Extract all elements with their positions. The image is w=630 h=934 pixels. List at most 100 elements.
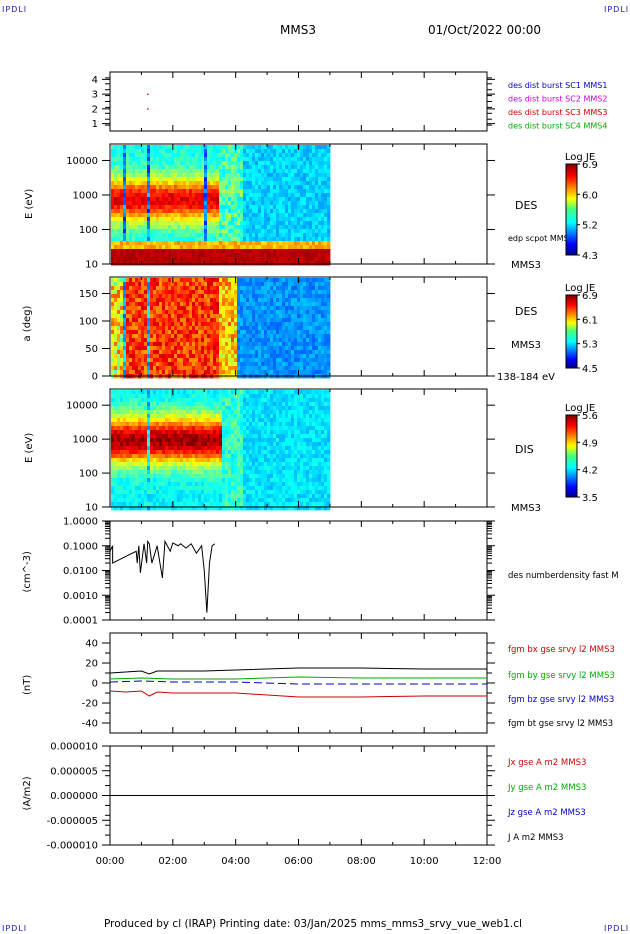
des-energy-ytick-label: 1000 (73, 190, 98, 201)
burst-ytick-label: 2 (92, 104, 98, 115)
corner-tag-bottom-left: IPDLI (2, 924, 28, 933)
dis-energy-spectrogram (111, 390, 331, 511)
current-legend-label: Jz gse A m2 MMS3 (507, 808, 586, 818)
des-pitch-colorbar-tick-label: 6.9 (582, 291, 598, 302)
bfield-series-line (109, 676, 487, 680)
des-energy-spectrogram (111, 145, 331, 266)
current-ytick-label: -0.000005 (47, 816, 98, 827)
burst-legend-label: des dist burst SC2 MMS2 (508, 95, 607, 104)
des-pitch-colorbar (565, 294, 578, 369)
current-legend-label: J A m2 MMS3 (507, 833, 564, 843)
current-ytick-label: 0.000000 (50, 791, 98, 802)
des-pitch-species-label: DES (515, 305, 537, 318)
des-energy-colorbar-tick-label: 6.0 (582, 190, 598, 201)
datetime-title: 01/Oct/2022 00:00 (428, 23, 542, 37)
dis-energy-colorbar-tick-label: 3.5 (582, 493, 598, 504)
x-tick-label: 02:00 (158, 856, 187, 867)
dis-energy-ytick-label: 100 (79, 469, 98, 480)
panel-burst-frame (109, 71, 488, 132)
des-pitch-spectrogram (111, 278, 331, 379)
des-energy-sc-label: MMS3 (511, 260, 541, 271)
des-energy-colorbar-tick-label: 4.3 (582, 251, 598, 262)
density-series-line (109, 539, 216, 613)
burst-point (147, 93, 149, 95)
des-pitch-sc-label: MMS3 (511, 340, 541, 351)
dis-energy-colorbar (565, 414, 578, 498)
dis-energy-sc-label: MMS3 (511, 503, 541, 514)
footer-credits: Produced by cl (IRAP) Printing date: 03/… (104, 918, 522, 930)
des-pitch-ytick-label: 50 (85, 344, 98, 355)
des-pitch-colorbar-tick-label: 5.3 (582, 340, 598, 351)
des-pitch-colorbar-tick-label: 6.1 (582, 315, 598, 326)
density-ytick-label: 0.0100 (63, 566, 98, 577)
density-ylabel: (cm^-3) (22, 551, 33, 592)
density-ytick-label: 0.1000 (63, 541, 98, 552)
density-ytick-label: 0.0010 (63, 591, 98, 602)
des-energy-scpot-label: edp scpot MMS3 (508, 234, 574, 243)
des-energy-ytick-label: 100 (79, 225, 98, 236)
burst-ytick-label: 1 (92, 119, 98, 130)
bfield-legend-label: fgm bx gse srvy l2 MMS3 (508, 645, 615, 655)
current-ytick-label: -0.000010 (47, 841, 98, 852)
mission-title: MMS3 (280, 23, 316, 37)
density-ytick-label: 0.0001 (63, 616, 98, 627)
dis-energy-colorbar-tick-label: 5.6 (582, 411, 598, 422)
bfield-legend-label: fgm by gse srvy l2 MMS3 (508, 671, 615, 681)
dis-energy-ytick-label: 10000 (66, 401, 98, 412)
dis-energy-colorbar-tick-label: 4.9 (582, 438, 598, 449)
corner-tag-bottom-right: IPDLI (604, 924, 630, 933)
des-pitch-colorbar-title: Log JE (565, 283, 595, 294)
dis-energy-species-label: DIS (515, 443, 534, 456)
bfield-ytick-label: 0 (92, 679, 98, 690)
bfield-ytick-label: -40 (82, 719, 98, 730)
des-energy-colorbar (565, 163, 578, 256)
bfield-legend-label: fgm bt gse srvy l2 MMS3 (508, 719, 613, 729)
des-pitch-ytick-label: 100 (79, 317, 98, 328)
x-tick-label: 04:00 (221, 856, 250, 867)
panel-bfield-frame (109, 632, 488, 734)
current-ytick-label: 0.000005 (50, 766, 98, 777)
des-energy-ytick-label: 10000 (66, 156, 98, 167)
des-energy-ylabel: E (eV) (24, 189, 35, 219)
bfield-ytick-label: -20 (82, 699, 98, 710)
bfield-series-line (109, 667, 487, 675)
density-legend-label: des numberdensity fast M (508, 571, 619, 581)
density-ytick-label: 1.0000 (63, 517, 98, 528)
corner-tag-top-left: IPDLI (2, 5, 28, 14)
des-energy-colorbar-title: Log JE (565, 152, 595, 163)
des-energy-colorbar-tick-label: 6.9 (582, 160, 598, 171)
des-energy-species-label: DES (515, 199, 537, 212)
current-legend-label: Jx gse A m2 MMS3 (507, 758, 586, 768)
current-ytick-label: 0.000010 (50, 742, 98, 753)
dis-energy-ytick-label: 1000 (73, 435, 98, 446)
des-energy-colorbar-tick-label: 5.2 (582, 221, 598, 232)
burst-ytick-label: 3 (92, 90, 98, 101)
burst-point (147, 108, 149, 110)
dis-energy-ylabel: E (eV) (24, 433, 35, 463)
current-legend-label: Jy gse A m2 MMS3 (507, 783, 586, 793)
bfield-ytick-label: 40 (85, 639, 98, 650)
bfield-series-line (109, 690, 487, 698)
x-tick-label: 08:00 (347, 856, 376, 867)
bfield-series-line (109, 680, 487, 685)
burst-ytick-label: 4 (92, 75, 98, 86)
x-tick-label: 10:00 (410, 856, 439, 867)
des-pitch-colorbar-tick-label: 4.5 (582, 364, 598, 375)
des-pitch-ytick-label: 150 (79, 289, 98, 300)
des-pitch-ylabel: a (deg) (22, 305, 33, 341)
dis-energy-ytick-label: 10 (85, 503, 98, 514)
bfield-ylabel: (nT) (22, 675, 33, 695)
corner-tag-top-right: IPDLI (604, 5, 630, 14)
burst-legend-label: des dist burst SC1 MMS1 (508, 81, 607, 90)
x-tick-label: 00:00 (96, 856, 125, 867)
x-tick-label: 12:00 (473, 856, 502, 867)
burst-legend-label: des dist burst SC3 MMS3 (508, 108, 607, 117)
bfield-ytick-label: 20 (85, 659, 98, 670)
des-pitch-energy-label: 138-184 eV (497, 372, 555, 383)
panel-density-frame (109, 520, 488, 621)
burst-legend-label: des dist burst SC4 MMS4 (508, 122, 607, 131)
des-energy-ytick-label: 10 (85, 260, 98, 271)
dis-energy-colorbar-title: Log JE (565, 403, 595, 414)
x-tick-label: 06:00 (284, 856, 313, 867)
